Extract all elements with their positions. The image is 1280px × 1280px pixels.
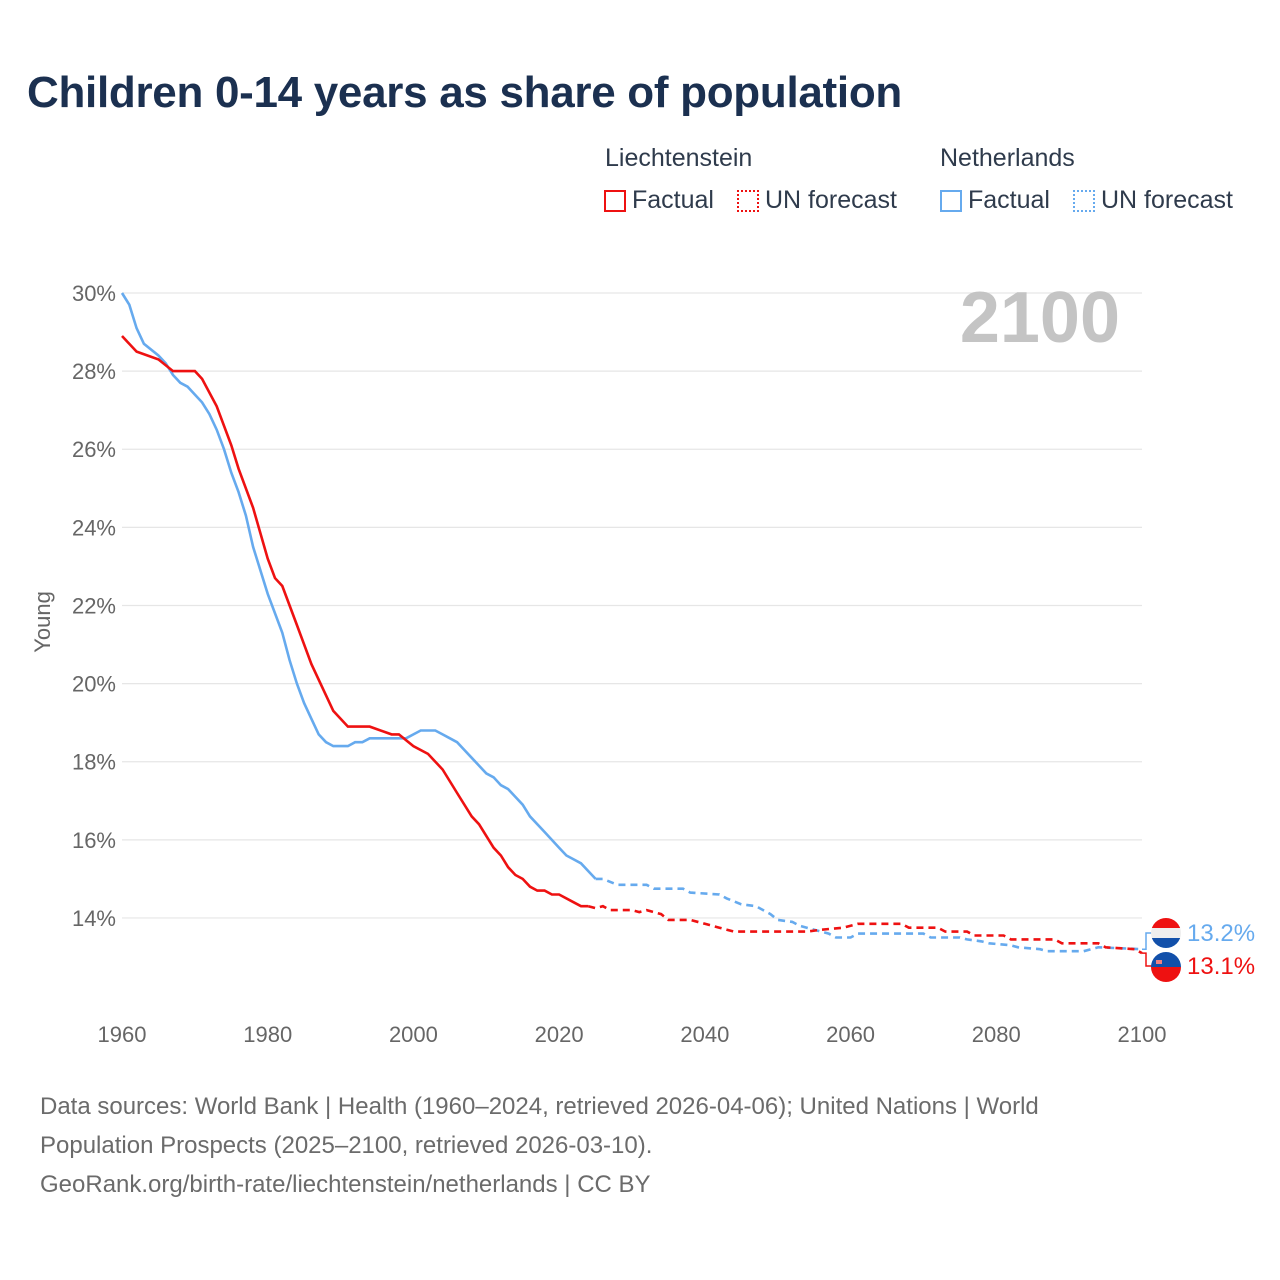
legend-label: UN forecast	[765, 186, 897, 214]
liechtenstein-factual-line	[121, 335, 589, 908]
x-tick-label: 2060	[826, 1022, 875, 1047]
legend-label: Factual	[632, 186, 714, 214]
legend-swatch-solid	[604, 189, 626, 212]
liechtenstein-forecast-line	[587, 904, 1143, 955]
footer-sources-line1: Data sources: World Bank | Health (1960–…	[40, 1093, 1039, 1120]
legend-liechtenstein-forecast[interactable]: UN forecast	[737, 186, 897, 215]
y-tick-label: 30%	[72, 281, 116, 306]
netherlands-factual-line	[120, 292, 597, 880]
y-axis-label: Young	[30, 591, 55, 653]
legend-swatch-dotted	[1073, 189, 1095, 212]
footer-url[interactable]: GeoRank.org/birth-rate/liechtenstein/net…	[40, 1171, 651, 1198]
x-tick-label: 1980	[243, 1022, 292, 1047]
legend-country-liechtenstein: Liechtenstein	[605, 144, 753, 172]
y-tick-label: 24%	[72, 515, 116, 540]
y-tick-label: 18%	[72, 750, 116, 775]
netherlands-end-value: 13.2%	[1187, 920, 1255, 947]
legend-swatch-dotted	[737, 189, 759, 212]
x-tick-label: 2040	[680, 1022, 729, 1047]
netherlands-connector	[1142, 932, 1152, 950]
x-tick-label: 2100	[1118, 1022, 1167, 1047]
legend-label: Factual	[968, 186, 1050, 214]
liechtenstein-end-value: 13.1%	[1187, 953, 1255, 980]
y-tick-label: 22%	[72, 593, 116, 618]
x-tick-label: 2080	[972, 1022, 1021, 1047]
y-tick-label: 28%	[72, 359, 116, 384]
x-tick-label: 1960	[98, 1022, 147, 1047]
liechtenstein-connector	[1142, 952, 1152, 967]
legend-netherlands-factual[interactable]: Factual	[940, 186, 1050, 215]
y-tick-label: 14%	[72, 906, 116, 931]
legend-label: UN forecast	[1101, 186, 1233, 214]
legend-liechtenstein-factual[interactable]: Factual	[604, 186, 714, 215]
netherlands-forecast-line	[595, 877, 1143, 953]
year-indicator: 2100	[960, 278, 1120, 358]
netherlands-flag-icon	[1151, 918, 1181, 948]
line-chart: 14% 16% 18% 20% 22% 24% 26% 28% 30% 1960 1980 2000 2…	[30, 278, 1255, 1047]
y-tick-label: 16%	[72, 828, 116, 853]
liechtenstein-flag-icon	[1151, 952, 1181, 982]
footer-sources-line2: Population Prospects (2025–2100, retriev…	[40, 1132, 653, 1159]
legend-country-netherlands: Netherlands	[940, 144, 1075, 172]
y-tick-label: 20%	[72, 672, 116, 697]
x-tick-label: 2000	[389, 1022, 438, 1047]
x-tick-label: 2020	[535, 1022, 584, 1047]
chart-title: Children 0-14 years as share of populati…	[27, 68, 902, 117]
footer: Data sources: World Bank | Health (1960–…	[40, 1087, 1180, 1204]
legend-swatch-solid	[940, 189, 962, 212]
y-tick-label: 26%	[72, 437, 116, 462]
legend-netherlands-forecast[interactable]: UN forecast	[1073, 186, 1233, 215]
